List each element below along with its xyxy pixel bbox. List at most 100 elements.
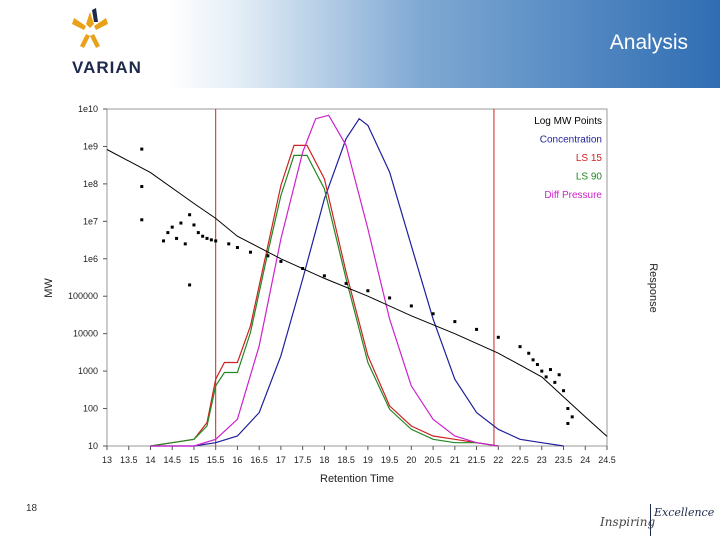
mw-point — [527, 351, 531, 355]
mw-point — [192, 223, 196, 227]
mw-point — [475, 327, 479, 331]
series-line-ls-90 — [150, 154, 499, 447]
mw-point — [301, 266, 305, 270]
x-tick-label: 24 — [580, 455, 590, 465]
legend-entry: LS 90 — [576, 172, 603, 183]
tagline: Inspiring Excellence — [598, 504, 715, 538]
logo-wordmark: VARIAN — [72, 58, 142, 77]
mw-point — [566, 407, 570, 411]
mw-point — [209, 238, 213, 242]
y-tick-label: 1e7 — [83, 216, 98, 226]
x-tick-label: 15 — [189, 455, 199, 465]
y-axis-label-right: Response — [647, 263, 659, 313]
y-tick-label: 1000 — [78, 366, 98, 376]
legend-entry: Log MW Points — [534, 116, 602, 127]
y-tick-label: 1e9 — [83, 141, 98, 151]
mw-point — [279, 259, 283, 263]
page-title: Analysis — [609, 31, 688, 54]
mw-point — [227, 242, 231, 246]
varian-logo: VARIAN — [60, 8, 170, 80]
mw-point — [366, 289, 370, 293]
y-tick-label: 100 — [83, 404, 98, 414]
series-line-ls-15 — [150, 144, 499, 447]
series-line-diff-pressure — [150, 114, 499, 447]
mw-point — [535, 363, 539, 367]
y-tick-label: 10000 — [73, 329, 98, 339]
mw-point — [175, 236, 179, 240]
mw-point — [201, 234, 205, 238]
legend-entry: Diff Pressure — [544, 190, 602, 201]
mw-point — [409, 304, 413, 308]
y-axis-label: MW — [43, 278, 55, 298]
mw-point — [548, 368, 552, 372]
y-tick-label: 10 — [88, 441, 98, 451]
mw-point — [140, 218, 144, 222]
mw-point — [531, 358, 535, 362]
mw-point — [140, 185, 144, 189]
mw-point — [170, 225, 174, 229]
mw-point — [179, 221, 183, 225]
mw-point — [205, 236, 209, 240]
x-tick-label: 21.5 — [468, 455, 486, 465]
mw-point — [322, 274, 326, 278]
mw-point — [566, 421, 570, 425]
y-tick-label: 1e10 — [78, 104, 98, 114]
x-tick-label: 17.5 — [294, 455, 312, 465]
legend-entry: Concentration — [540, 135, 602, 146]
mw-point — [248, 250, 252, 254]
x-tick-label: 16.5 — [250, 455, 268, 465]
x-tick-label: 13 — [102, 455, 112, 465]
mw-point — [188, 283, 192, 287]
mw-point — [235, 246, 239, 250]
mw-point — [544, 375, 548, 379]
x-tick-label: 23 — [537, 455, 547, 465]
x-tick-label: 20 — [406, 455, 416, 465]
y-tick-label: 100000 — [68, 291, 98, 301]
x-tick-label: 20.5 — [424, 455, 442, 465]
mw-point — [557, 373, 561, 377]
x-tick-label: 14 — [145, 455, 155, 465]
x-tick-label: 24.5 — [598, 455, 616, 465]
mw-point — [188, 213, 192, 217]
mw-point — [183, 242, 187, 246]
tagline-excellence: Excellence — [654, 506, 715, 519]
x-tick-label: 13.5 — [120, 455, 138, 465]
x-tick-label: 22 — [493, 455, 503, 465]
mw-point — [562, 389, 566, 393]
mw-point — [453, 320, 457, 324]
star-burst-icon — [72, 8, 108, 48]
mw-point — [540, 369, 544, 373]
y-tick-label: 1e6 — [83, 254, 98, 264]
x-tick-label: 18 — [319, 455, 329, 465]
mw-point — [266, 254, 270, 258]
x-tick-label: 19 — [363, 455, 373, 465]
mw-point — [196, 231, 200, 235]
mw-point — [140, 147, 144, 151]
calibration-line — [106, 149, 608, 437]
mw-point — [496, 335, 500, 339]
mw-point — [518, 345, 522, 349]
x-tick-label: 19.5 — [381, 455, 399, 465]
mw-point — [388, 296, 392, 300]
mw-point — [214, 239, 218, 243]
mw-point — [553, 380, 557, 384]
mw-point — [570, 415, 574, 419]
slide-header: VARIAN Analysis — [0, 0, 720, 88]
mw-point — [162, 239, 166, 243]
x-tick-label: 23.5 — [555, 455, 573, 465]
x-tick-label: 16 — [232, 455, 242, 465]
tagline-divider — [650, 504, 651, 536]
mw-point — [344, 281, 348, 285]
mw-point — [431, 312, 435, 316]
x-tick-label: 21 — [450, 455, 460, 465]
y-tick-label: 1e8 — [83, 179, 98, 189]
x-tick-label: 17 — [276, 455, 286, 465]
page-number: 18 — [26, 503, 38, 514]
plot-frame — [106, 108, 608, 447]
x-tick-label: 14.5 — [163, 455, 181, 465]
series-line-concentration — [150, 117, 564, 447]
tagline-inspiring: Inspiring — [600, 515, 656, 529]
x-tick-label: 22.5 — [511, 455, 529, 465]
legend-entry: LS 15 — [576, 153, 603, 164]
